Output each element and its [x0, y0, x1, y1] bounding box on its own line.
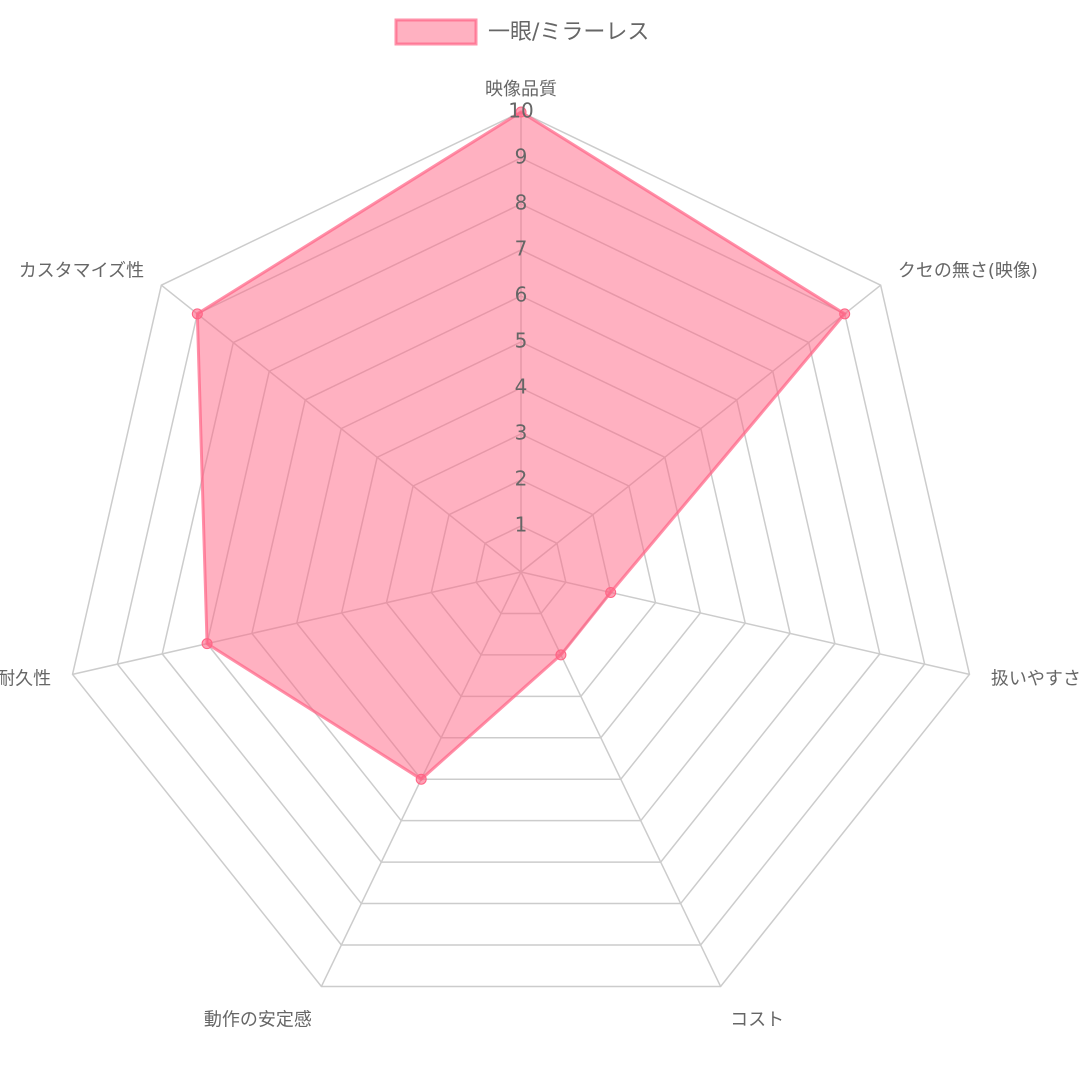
- r-tick-label: 2: [515, 467, 528, 491]
- axis-label: クセの無さ(映像): [898, 260, 1038, 281]
- r-tick-label: 10: [508, 99, 533, 123]
- legend-swatch: [394, 18, 478, 46]
- r-tick-label: 7: [515, 237, 528, 261]
- axis-label: 耐久性: [0, 668, 51, 689]
- axis-label: 映像品質: [485, 79, 557, 100]
- data-point: [605, 586, 617, 598]
- data-point: [555, 649, 567, 661]
- data-point: [191, 308, 203, 320]
- legend-label: 一眼/ミラーレス: [488, 20, 649, 45]
- r-tick-label: 1: [515, 513, 528, 537]
- axis-label: コスト: [730, 1009, 784, 1030]
- series-area: [195, 110, 847, 782]
- data-point: [201, 638, 213, 650]
- r-tick-label: 4: [515, 375, 528, 399]
- r-tick-label: 6: [515, 283, 528, 307]
- data-point: [515, 106, 527, 118]
- r-tick-label: 9: [515, 145, 528, 169]
- r-tick-label: 5: [515, 329, 528, 353]
- r-tick-label: 8: [515, 191, 528, 215]
- r-tick-label: 3: [515, 421, 528, 445]
- axis-label: カスタマイズ性: [19, 260, 144, 281]
- data-point: [839, 308, 851, 320]
- grid-line: [116, 157, 926, 946]
- axis-label: 扱いやすさ: [991, 668, 1080, 689]
- axis-label: 動作の安定感: [204, 1009, 312, 1030]
- grid-line: [71, 111, 971, 988]
- data-point: [415, 773, 427, 785]
